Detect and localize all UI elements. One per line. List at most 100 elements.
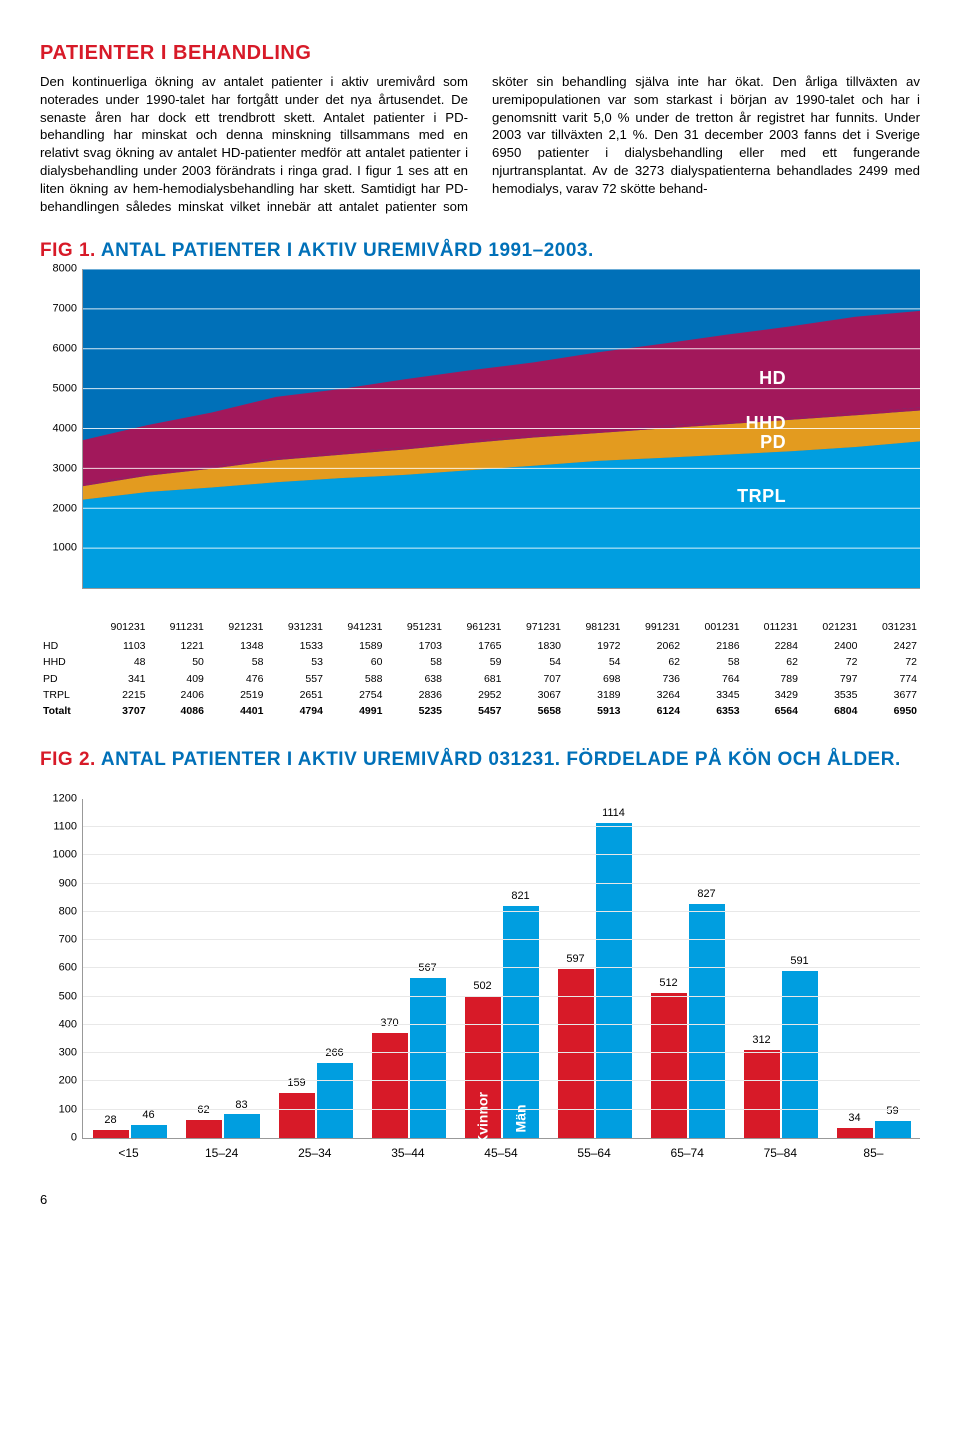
fig2-bar-man: 567 — [410, 978, 446, 1138]
fig1-cell: 1348 — [207, 638, 267, 654]
fig1-cell: 6950 — [860, 703, 920, 719]
fig1-cell: 53 — [266, 654, 326, 670]
fig2-bar-value: 266 — [325, 1046, 343, 1063]
fig2-title-blue: ANTAL PATIENTER I AKTIV UREMIVÅRD 031231… — [96, 749, 901, 770]
fig2-ytick: 1200 — [53, 791, 83, 806]
fig1-cell: 58 — [683, 654, 743, 670]
fig2-ytick: 1100 — [53, 820, 83, 835]
table-row: TRPL221524062519265127542836295230673189… — [40, 687, 920, 703]
fig1-cell: 1589 — [326, 638, 386, 654]
fig1-cell: 58 — [385, 654, 445, 670]
fig1-col-header: 981231 — [564, 619, 624, 638]
fig2-plot-area: 28466283159266370567502Kvinnor821Män5971… — [82, 799, 920, 1139]
fig2-bar-group: 312 591 — [734, 799, 827, 1138]
fig1-cell: 764 — [683, 671, 743, 687]
fig1-cell: 2754 — [326, 687, 386, 703]
fig2-legend-kvinnor: Kvinnor — [473, 1092, 492, 1145]
fig1-cell: 3677 — [860, 687, 920, 703]
fig2-bar-man: 266 — [317, 1063, 353, 1138]
fig2-bar-kvinnor: 502Kvinnor — [465, 996, 501, 1138]
fig2-bar-group: 2846 — [83, 799, 176, 1138]
fig2-bar-man: 46 — [131, 1125, 167, 1138]
fig1-col-header: 901231 — [89, 619, 149, 638]
fig2-bar-kvinnor: 62 — [186, 1120, 222, 1138]
fig2-x-label: 55–64 — [548, 1139, 641, 1161]
fig1-cell: 6564 — [743, 703, 801, 719]
fig2-bar-value: 62 — [197, 1103, 209, 1120]
fig1-cell: 2427 — [860, 638, 920, 654]
table-row: Totalt3707408644014794499152355457565859… — [40, 703, 920, 719]
fig2-x-label: 45–54 — [454, 1139, 547, 1161]
fig1-cell: 50 — [149, 654, 207, 670]
fig1-ytick: 2000 — [53, 501, 83, 516]
fig1-cell: 2215 — [89, 687, 149, 703]
table-row: HD11031221134815331589170317651830197220… — [40, 638, 920, 654]
fig2-bar-value: 591 — [790, 954, 808, 971]
fig2-bar-kvinnor: 159 — [279, 1093, 315, 1138]
fig1-cell: 5658 — [504, 703, 564, 719]
fig1-ytick: 7000 — [53, 302, 83, 317]
fig1-cell: 5235 — [385, 703, 445, 719]
fig2-ytick: 900 — [59, 876, 83, 891]
fig2-chart-container: 28466283159266370567502Kvinnor821Män5971… — [40, 799, 920, 1161]
fig1-cell: 2400 — [801, 638, 861, 654]
fig1-cell: 4086 — [149, 703, 207, 719]
fig1-cell: 1221 — [149, 638, 207, 654]
fig2-bar-kvinnor: 28 — [93, 1130, 129, 1138]
fig1-cell: 72 — [801, 654, 861, 670]
fig1-series-label-trpl: TRPL — [737, 484, 786, 508]
fig1-cell: 72 — [860, 654, 920, 670]
fig1-title: FIG 1. ANTAL PATIENTER I AKTIV UREMIVÅRD… — [40, 238, 920, 264]
fig1-svg — [83, 269, 920, 588]
fig2-bar-value: 312 — [752, 1033, 770, 1050]
fig1-cell: 409 — [149, 671, 207, 687]
fig1-cell: 797 — [801, 671, 861, 687]
fig1-cell: 3189 — [564, 687, 624, 703]
fig1-cell: 3535 — [801, 687, 861, 703]
fig1-cell: 698 — [564, 671, 624, 687]
fig2-bar-man: 821Män — [503, 906, 539, 1138]
fig1-cell: 60 — [326, 654, 386, 670]
fig1-cell: 3264 — [624, 687, 684, 703]
fig1-col-header: 021231 — [801, 619, 861, 638]
fig1-cell: 1703 — [385, 638, 445, 654]
body-paragraph: Den kontinuerliga ökning av antalet pati… — [40, 73, 920, 216]
fig1-cell: 5913 — [564, 703, 624, 719]
fig1-series-label-hd: HD — [759, 366, 786, 390]
fig1-cell: 3429 — [743, 687, 801, 703]
fig1-cell: 4794 — [266, 703, 326, 719]
fig1-col-header: 941231 — [326, 619, 386, 638]
fig2-ytick: 100 — [59, 1102, 83, 1117]
fig1-ytick: 3000 — [53, 461, 83, 476]
fig2-bar-value: 821 — [511, 889, 529, 906]
fig2-title-red: FIG 2. — [40, 749, 96, 770]
fig2-bar-value: 370 — [380, 1016, 398, 1033]
fig1-cell: 557 — [266, 671, 326, 687]
page-number: 6 — [40, 1191, 920, 1209]
fig1-cell: 2062 — [624, 638, 684, 654]
fig1-cell: 736 — [624, 671, 684, 687]
fig1-col-header: 001231 — [683, 619, 743, 638]
table-row: HHD4850585360585954546258627272 — [40, 654, 920, 670]
fig2-x-axis-labels: <1515–2425–3435–4445–5455–6465–7475–8485… — [82, 1139, 920, 1161]
fig1-row-label: TRPL — [40, 687, 89, 703]
fig2-bar-man: 59 — [875, 1121, 911, 1138]
fig2-bar-group: 3459 — [827, 799, 920, 1138]
fig2-bar-group: 502Kvinnor821Män — [455, 799, 548, 1138]
fig1-table-header-row: 9012319112319212319312319412319512319612… — [40, 619, 920, 638]
fig1-ytick: 5000 — [53, 381, 83, 396]
fig1-cell: 2186 — [683, 638, 743, 654]
fig2-ytick: 600 — [59, 961, 83, 976]
fig2-bar-value: 59 — [886, 1104, 898, 1121]
fig1-row-label: PD — [40, 671, 89, 687]
fig1-row-label: HD — [40, 638, 89, 654]
fig1-cell: 1103 — [89, 638, 149, 654]
fig1-col-header: 951231 — [385, 619, 445, 638]
fig1-cell: 5457 — [445, 703, 505, 719]
fig2-bar-value: 28 — [104, 1113, 116, 1130]
fig1-chart-container: 80007000600050004000300020001000HDHHDPDT… — [40, 269, 920, 589]
fig1-cell: 59 — [445, 654, 505, 670]
fig2-bar-value: 46 — [142, 1108, 154, 1125]
fig1-ytick: 4000 — [53, 421, 83, 436]
fig1-col-header: 961231 — [445, 619, 505, 638]
